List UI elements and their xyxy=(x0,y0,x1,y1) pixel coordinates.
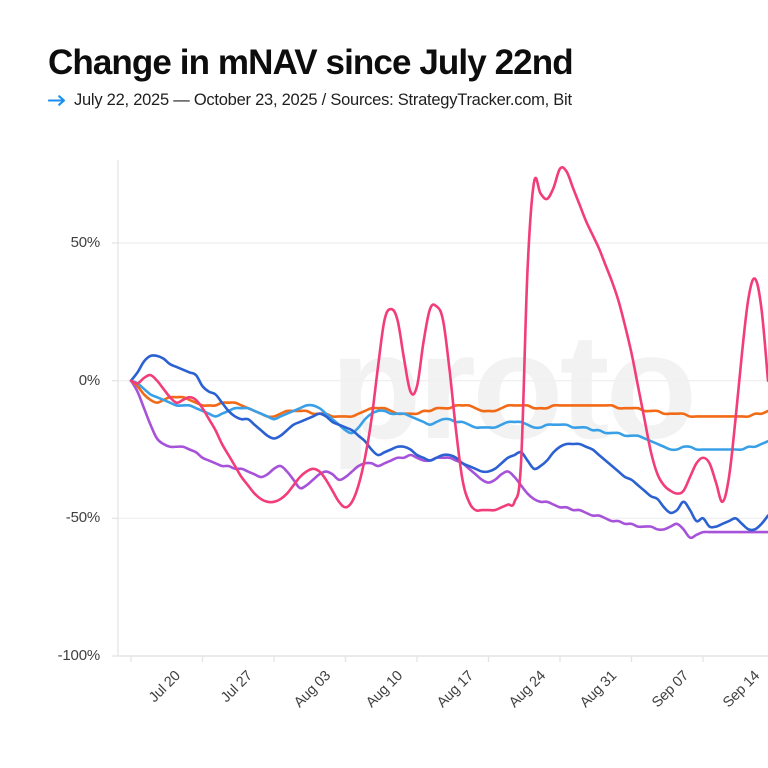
orange-series xyxy=(129,379,768,419)
light-blue-series xyxy=(129,379,768,452)
y-tick-label: -50% xyxy=(65,509,100,527)
arrow-right-icon xyxy=(48,95,66,106)
axis-lines xyxy=(117,160,768,657)
y-tick-label: 50% xyxy=(70,234,101,251)
chart-header: Change in mNAV since July 22nd July 22, … xyxy=(0,0,768,110)
pink-series xyxy=(129,166,768,513)
subtitle-row: July 22, 2025 — October 23, 2025 / Sourc… xyxy=(48,91,768,110)
page-title: Change in mNAV since July 22nd xyxy=(48,43,574,82)
y-tick-label: -100% xyxy=(57,647,101,664)
dark-blue-series xyxy=(129,354,768,532)
watermark: proto xyxy=(330,302,697,470)
y-tick-label: 0% xyxy=(78,371,100,389)
x-tick-marks xyxy=(130,656,704,662)
purple-series xyxy=(129,379,768,540)
subtitle-text: July 22, 2025 — October 23, 2025 / Sourc… xyxy=(74,90,572,109)
data-series-group xyxy=(129,166,768,540)
